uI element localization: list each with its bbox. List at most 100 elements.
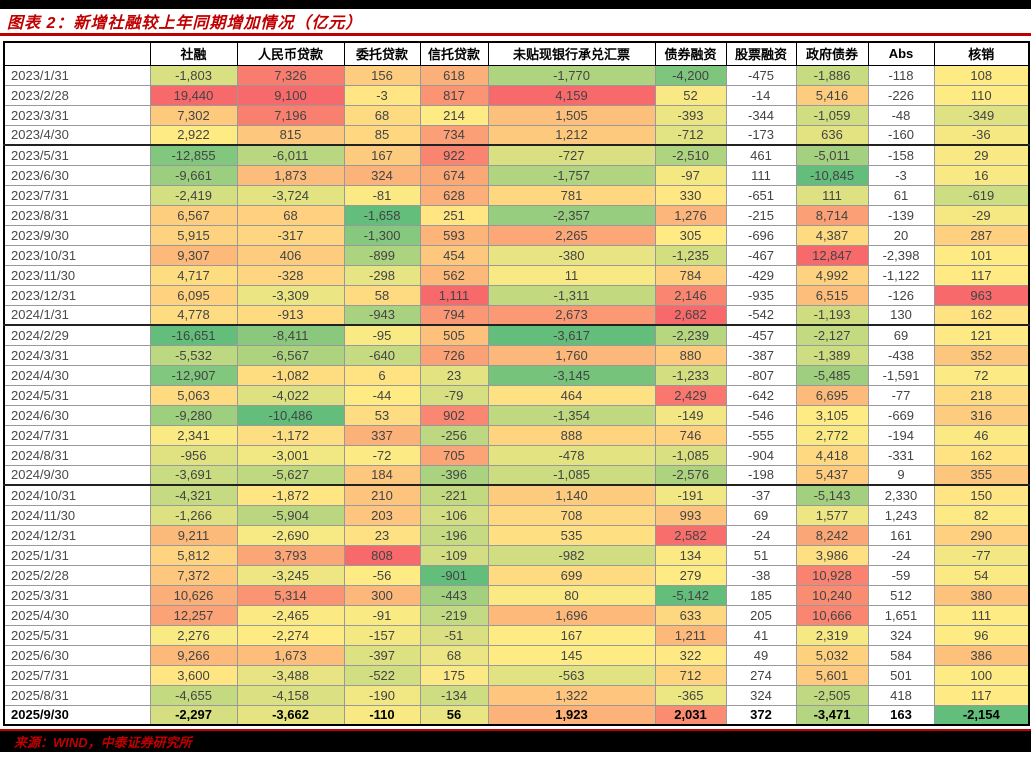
value-cell: 58 bbox=[343, 284, 421, 306]
value-cell: -2,419 bbox=[149, 184, 238, 206]
value-cell: -328 bbox=[236, 264, 345, 286]
row-date: 2024/12/31 bbox=[3, 524, 151, 546]
table-row: 2025/9/30 -2,297 -3,662 -110 56 1,923 2,031 372… bbox=[3, 704, 1030, 726]
value-cell: -198 bbox=[725, 464, 797, 486]
value-cell: 902 bbox=[419, 404, 489, 426]
table-row: 2025/6/30 9,266 1,673 -397 68 145 322 49 5,032 58… bbox=[3, 644, 1030, 666]
value-cell: 85 bbox=[343, 124, 421, 146]
value-cell: -1,658 bbox=[343, 204, 421, 226]
value-cell: -72 bbox=[343, 444, 421, 466]
value-cell: -2,239 bbox=[654, 324, 727, 346]
value-cell: -5,904 bbox=[236, 504, 345, 526]
value-cell: 2,319 bbox=[795, 624, 869, 646]
value-cell: 4,159 bbox=[487, 84, 656, 106]
value-cell: -642 bbox=[725, 384, 797, 406]
table-row: 2024/11/30 -1,266 -5,904 203 -106 708 993 69 1,5… bbox=[3, 504, 1030, 526]
table-row: 2023/12/31 6,095 -3,309 58 1,111 -1,311 2,146-… bbox=[3, 284, 1030, 306]
table-row: 2023/7/31 -2,419 -3,724 -81 628 781 330 -651 111… bbox=[3, 184, 1030, 206]
value-cell: 162 bbox=[933, 444, 1030, 466]
value-cell: -16,651 bbox=[149, 324, 238, 346]
value-cell: -1,085 bbox=[654, 444, 727, 466]
value-cell: -81 bbox=[343, 184, 421, 206]
value-cell: -12,855 bbox=[149, 144, 238, 166]
value-cell: 2,922 bbox=[149, 124, 238, 146]
column-header: Abs bbox=[867, 41, 935, 66]
value-cell: 418 bbox=[867, 684, 935, 706]
value-cell: 184 bbox=[343, 464, 421, 486]
value-cell: 4,778 bbox=[149, 304, 238, 326]
value-cell: -2,297 bbox=[149, 704, 238, 726]
value-cell: 3,600 bbox=[149, 664, 238, 686]
value-cell: 279 bbox=[654, 564, 727, 586]
value-cell: 406 bbox=[236, 244, 345, 266]
table-row: 2024/4/30 -12,907 -1,082 6 23 -3,145 -1,233 -80… bbox=[3, 364, 1030, 386]
value-cell: -393 bbox=[654, 104, 727, 126]
value-cell: 726 bbox=[419, 344, 489, 366]
value-cell: -2,154 bbox=[933, 704, 1030, 726]
value-cell: 386 bbox=[933, 644, 1030, 666]
value-cell: -1,300 bbox=[343, 224, 421, 246]
value-cell: 7,326 bbox=[236, 64, 345, 86]
value-cell: 274 bbox=[725, 664, 797, 686]
value-cell: -298 bbox=[343, 264, 421, 286]
row-date: 2023/10/31 bbox=[3, 244, 151, 266]
table-row: 2025/5/31 2,276 -2,274 -157 -51 167 1,211 41 2,3… bbox=[3, 624, 1030, 646]
value-cell: -38 bbox=[725, 564, 797, 586]
value-cell: -118 bbox=[867, 64, 935, 86]
table-row: 2024/3/31 -5,532 -6,567 -640 726 1,760 880 -387… bbox=[3, 344, 1030, 366]
value-cell: 712 bbox=[654, 664, 727, 686]
table-row: 2025/3/31 10,626 5,314 300 -443 80 -5,142 185 10… bbox=[3, 584, 1030, 606]
value-cell: 54 bbox=[933, 564, 1030, 586]
value-cell: 2,673 bbox=[487, 304, 656, 326]
value-cell: 1,873 bbox=[236, 164, 345, 186]
value-cell: -651 bbox=[725, 184, 797, 206]
table-row: 2023/10/31 9,307 406 -899 454 -380 -1,235 -467 1… bbox=[3, 244, 1030, 266]
row-date: 2024/10/31 bbox=[3, 484, 151, 506]
table-row: 2025/7/31 3,600 -3,488 -522 175 -563 712 274 5,6… bbox=[3, 664, 1030, 686]
value-cell: -640 bbox=[343, 344, 421, 366]
value-cell: -1,591 bbox=[867, 364, 935, 386]
value-cell: 2,429 bbox=[654, 384, 727, 406]
value-cell: -256 bbox=[419, 424, 489, 446]
value-cell: 167 bbox=[487, 624, 656, 646]
value-cell: -6,011 bbox=[236, 144, 345, 166]
value-cell: 52 bbox=[654, 84, 727, 106]
bottom-red-line bbox=[0, 729, 1031, 731]
row-date: 2025/1/31 bbox=[3, 544, 151, 566]
value-cell: 68 bbox=[236, 204, 345, 226]
value-cell: -429 bbox=[725, 264, 797, 286]
value-cell: 68 bbox=[419, 644, 489, 666]
value-cell: -331 bbox=[867, 444, 935, 466]
value-cell: 1,923 bbox=[487, 704, 656, 726]
value-cell: 817 bbox=[419, 84, 489, 106]
value-cell: -1,389 bbox=[795, 344, 869, 366]
value-cell: -160 bbox=[867, 124, 935, 146]
value-cell: -3 bbox=[343, 84, 421, 106]
table-row: 2024/7/31 2,341 -1,172 337 -256 888 746 -555 2,7… bbox=[3, 424, 1030, 446]
value-cell: -5,142 bbox=[654, 584, 727, 606]
row-date: 2023/11/30 bbox=[3, 264, 151, 286]
value-cell: -221 bbox=[419, 484, 489, 506]
value-cell: -4,158 bbox=[236, 684, 345, 706]
value-cell: 2,031 bbox=[654, 704, 727, 726]
value-cell: -1,233 bbox=[654, 364, 727, 386]
value-cell: 11 bbox=[487, 264, 656, 286]
value-cell: 705 bbox=[419, 444, 489, 466]
column-header: 债券融资 bbox=[654, 41, 727, 66]
value-cell: -467 bbox=[725, 244, 797, 266]
row-date: 2024/2/29 bbox=[3, 324, 151, 346]
value-cell: 618 bbox=[419, 64, 489, 86]
value-cell: -219 bbox=[419, 604, 489, 626]
value-cell: -3,471 bbox=[795, 704, 869, 726]
value-cell: 56 bbox=[419, 704, 489, 726]
column-header: 未贴现银行承兑汇票 bbox=[487, 41, 656, 66]
value-cell: 1,577 bbox=[795, 504, 869, 526]
value-cell: -696 bbox=[725, 224, 797, 246]
value-cell: 4,418 bbox=[795, 444, 869, 466]
value-cell: 9,266 bbox=[149, 644, 238, 666]
value-cell: 3,793 bbox=[236, 544, 345, 566]
value-cell: 51 bbox=[725, 544, 797, 566]
value-cell: -8,411 bbox=[236, 324, 345, 346]
value-cell: -1,122 bbox=[867, 264, 935, 286]
value-cell: 535 bbox=[487, 524, 656, 546]
